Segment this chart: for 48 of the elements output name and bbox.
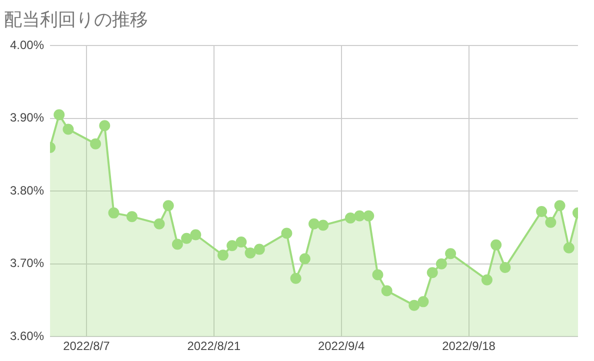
point <box>108 207 120 218</box>
point <box>99 120 110 132</box>
x-tick-label: 2022/8/7 <box>63 339 110 354</box>
point <box>154 218 165 230</box>
y-tick-label: 3.80% <box>10 183 44 198</box>
point <box>54 109 65 120</box>
point <box>354 210 366 222</box>
x-tick-label: 2022/9/18 <box>442 339 496 354</box>
point <box>299 253 310 264</box>
point <box>226 240 238 252</box>
point <box>244 247 256 258</box>
point <box>62 124 74 135</box>
point <box>563 242 574 254</box>
point <box>217 250 228 261</box>
point <box>236 236 247 248</box>
point <box>500 262 511 273</box>
point <box>536 206 548 217</box>
point <box>481 274 492 286</box>
point <box>126 211 138 222</box>
point <box>162 200 174 212</box>
y-tick-label: 3.90% <box>10 110 44 125</box>
point <box>490 239 502 250</box>
point <box>281 228 292 239</box>
point <box>372 269 384 280</box>
point <box>445 248 456 260</box>
point <box>172 238 183 250</box>
y-tick-label: 3.60% <box>10 328 44 343</box>
x-tick-label: 2022/9/4 <box>318 339 365 354</box>
y-tick-label: 4.00% <box>10 38 44 52</box>
point <box>344 212 356 224</box>
point <box>426 267 438 278</box>
point <box>436 258 447 270</box>
point <box>554 200 566 212</box>
point <box>363 210 374 222</box>
y-tick-label: 3.70% <box>10 256 44 270</box>
point <box>308 218 320 230</box>
point <box>254 244 265 255</box>
point <box>545 216 556 228</box>
point <box>290 272 302 284</box>
point <box>381 285 392 296</box>
point <box>190 229 202 240</box>
chart-title: 配当利回りの推移 <box>4 9 148 30</box>
point <box>418 296 429 308</box>
point <box>181 232 192 244</box>
point <box>90 138 102 150</box>
point <box>408 300 420 311</box>
point <box>318 220 329 231</box>
x-tick-label: 2022/8/21 <box>187 339 241 354</box>
